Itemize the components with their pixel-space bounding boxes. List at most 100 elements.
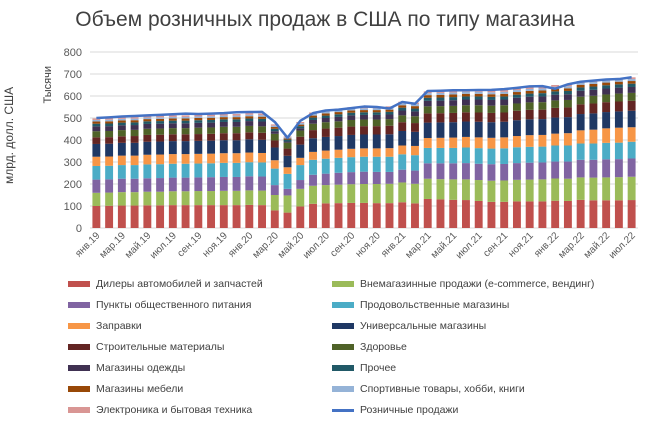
bar-segment xyxy=(385,156,394,172)
bar-segment xyxy=(334,149,343,158)
bar-segment xyxy=(474,99,483,106)
bar-segment xyxy=(423,178,432,199)
bar-segment xyxy=(614,200,623,228)
legend-label: Дилеры автомобилей и запчастей xyxy=(96,278,263,290)
legend-swatch xyxy=(332,281,354,287)
bar-segment xyxy=(462,112,470,122)
bar-segment xyxy=(321,113,330,116)
bar-segment xyxy=(360,148,368,157)
bar-segment xyxy=(372,171,381,184)
bar-segment xyxy=(258,121,266,127)
bar-segment xyxy=(487,137,496,149)
legend-swatch xyxy=(68,386,90,392)
bar-segment xyxy=(423,93,432,96)
bar-segment xyxy=(436,122,445,138)
bar-segment xyxy=(551,94,560,101)
bar-segment xyxy=(117,136,126,143)
bar-segment xyxy=(449,97,458,101)
bar-segment xyxy=(194,163,203,178)
bar-segment xyxy=(602,128,611,143)
bar-segment xyxy=(538,109,547,120)
bar-segment xyxy=(219,140,228,154)
bar-segment xyxy=(589,89,598,96)
bar-segment xyxy=(143,164,152,179)
bar-segment xyxy=(194,127,203,135)
bar-segment xyxy=(143,123,152,129)
bar-segment xyxy=(474,148,483,164)
bar-segment xyxy=(334,127,343,137)
bar-segment xyxy=(576,104,585,115)
bar-segment xyxy=(538,179,547,202)
bar-segment xyxy=(360,126,368,135)
legend-item: Прочее xyxy=(332,360,632,376)
x-tick-label: июл.20 xyxy=(301,230,332,261)
bar-segment xyxy=(436,137,445,148)
legend-swatch xyxy=(68,344,90,350)
bar-segment xyxy=(398,154,407,170)
bar-segment xyxy=(207,114,216,117)
bar-segment xyxy=(462,105,470,113)
bar-segment xyxy=(512,201,521,228)
bar-segment xyxy=(551,161,560,179)
bar-segment xyxy=(411,183,419,204)
bar-segment xyxy=(296,144,305,158)
bar-segment xyxy=(576,84,585,88)
bar-segment xyxy=(423,100,432,107)
bar-segment xyxy=(245,162,254,177)
y-tick-label: 200 xyxy=(64,179,82,191)
legend-label: Универсальные магазины xyxy=(360,320,487,332)
bar-segment xyxy=(602,159,611,178)
bar-segment xyxy=(105,121,114,124)
bar-segment xyxy=(372,156,381,172)
bar-segment xyxy=(474,91,483,94)
bar-segment xyxy=(321,111,330,114)
bar-segment xyxy=(563,107,572,118)
bar-segment xyxy=(321,203,330,228)
bar-segment xyxy=(589,113,598,130)
bar-segment xyxy=(551,117,560,134)
bar-segment xyxy=(309,203,317,228)
bar-segment xyxy=(92,121,101,124)
bar-segment xyxy=(207,191,216,206)
bar-segment xyxy=(525,179,534,202)
bar-segment xyxy=(474,93,483,97)
bar-segment xyxy=(525,90,534,94)
bar-segment xyxy=(181,128,190,135)
bar-segment xyxy=(411,104,419,107)
bar-segment xyxy=(614,127,623,143)
legend-item: Розничные продажи xyxy=(332,402,632,418)
bar-segment xyxy=(500,112,509,122)
bar-segment xyxy=(372,126,381,135)
bar-segment xyxy=(512,90,521,93)
bar-segment xyxy=(627,110,636,128)
bar-segment xyxy=(258,132,266,140)
bar-segment xyxy=(309,138,317,152)
bar-segment xyxy=(576,143,585,160)
bar-segment xyxy=(385,109,394,112)
bar-segment xyxy=(283,148,292,156)
bar-segment xyxy=(168,191,177,206)
bar-segment xyxy=(436,97,445,101)
legend-item: Дилеры автомобилей и запчастей xyxy=(68,276,332,292)
bar-segment xyxy=(551,107,560,118)
bar-segment xyxy=(270,125,279,128)
x-tick-label: июл.22 xyxy=(607,230,638,261)
bar-segment xyxy=(283,195,292,213)
bar-segment xyxy=(474,105,483,113)
bar-segment xyxy=(436,94,445,98)
legend-swatch xyxy=(332,323,354,329)
bar-segment xyxy=(232,176,241,191)
legend-item: Спортивные товары, хобби, книги xyxy=(332,381,632,397)
bar-segment xyxy=(219,121,228,127)
bar-segment xyxy=(270,210,279,228)
x-tick-label: июл.21 xyxy=(454,230,485,261)
bar-segment xyxy=(92,126,101,132)
bar-segment xyxy=(92,179,101,193)
bar-segment xyxy=(487,94,496,97)
bar-segment xyxy=(576,82,585,85)
bar-segment xyxy=(92,131,101,138)
bar-segment xyxy=(334,203,343,228)
bar-segment xyxy=(538,102,547,110)
bar-segment xyxy=(270,127,279,129)
bar-segment xyxy=(589,83,598,87)
